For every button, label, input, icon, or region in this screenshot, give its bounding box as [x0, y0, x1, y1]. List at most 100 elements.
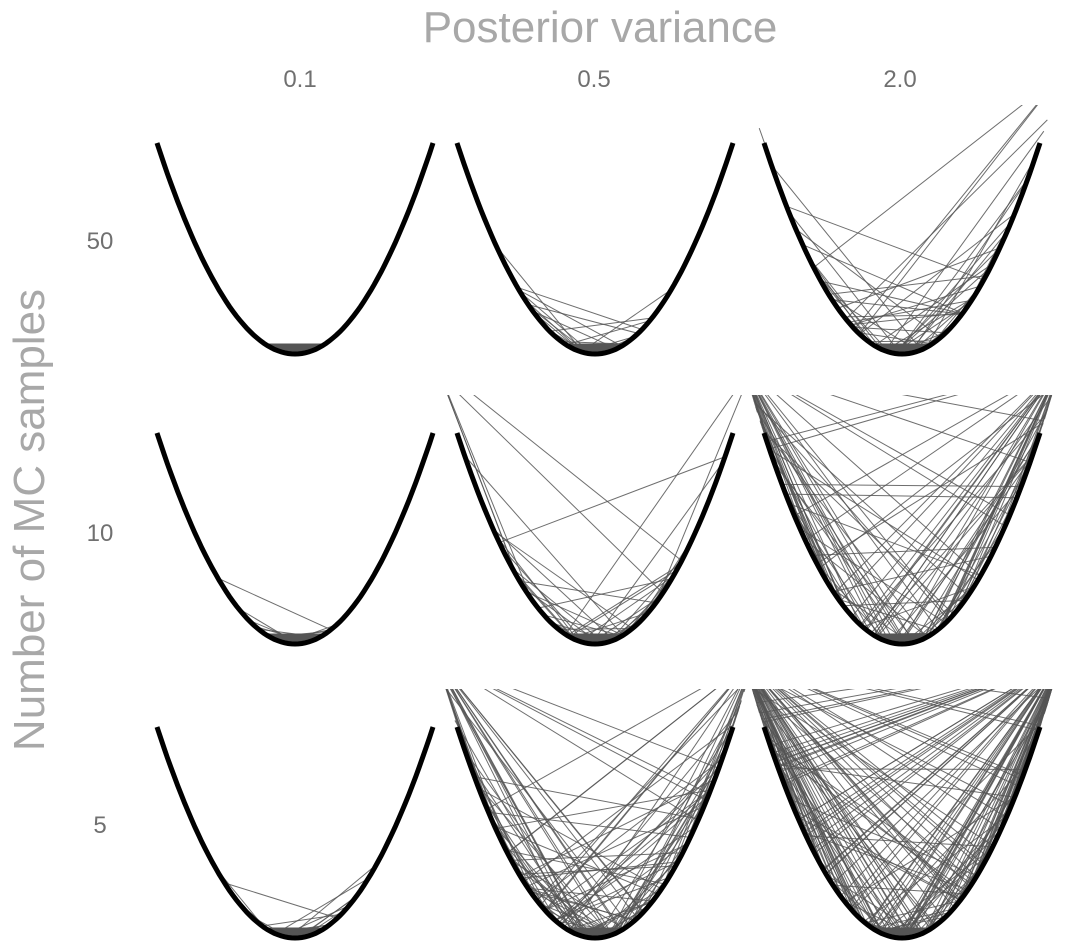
sample-line — [859, 213, 1015, 335]
sample-line — [765, 689, 945, 919]
sample-line — [794, 395, 1009, 517]
sample-line — [447, 395, 533, 600]
sample-line — [559, 795, 709, 925]
sample-line — [217, 577, 332, 631]
sample-line — [560, 710, 739, 926]
sample-line — [449, 689, 589, 938]
sample-line — [789, 503, 981, 577]
sample-line — [761, 689, 918, 936]
sample-line — [760, 689, 911, 938]
sample-line — [833, 395, 1032, 594]
sample-line — [854, 105, 1037, 330]
sample-line — [454, 689, 610, 936]
sample-line — [445, 689, 630, 926]
sample-line — [526, 806, 705, 888]
sample-line — [755, 689, 863, 921]
sample-line — [608, 556, 684, 643]
sample-lines — [751, 365, 1061, 645]
sample-line — [798, 689, 1013, 821]
sample-line — [922, 409, 1048, 640]
sample-line — [460, 689, 644, 913]
sample-line — [901, 395, 1044, 422]
sample-line — [860, 413, 1047, 627]
sample-line — [786, 205, 984, 281]
sample-line — [863, 815, 1008, 923]
sample-line — [620, 757, 723, 931]
sample-line — [756, 395, 861, 625]
parabola-curve — [454, 142, 736, 357]
sample-line — [913, 432, 1041, 643]
sample-line — [767, 395, 951, 620]
sample-line — [809, 689, 1021, 844]
parabola-curve — [154, 432, 436, 647]
sample-line — [884, 130, 1045, 352]
sample-line — [1046, 689, 1053, 707]
column-label-2: 2.0 — [883, 66, 917, 93]
sample-line — [755, 406, 833, 590]
sample-line — [813, 105, 1023, 268]
sample-line — [884, 297, 974, 352]
sample-line — [494, 826, 659, 895]
sample-line — [492, 689, 707, 801]
sample-line — [454, 720, 580, 936]
column-label-0: 0.1 — [283, 66, 317, 93]
sample-line — [828, 275, 987, 295]
sample-line — [488, 811, 691, 838]
sample-line — [788, 211, 902, 355]
sample-line — [794, 809, 961, 901]
sample-line — [895, 178, 1029, 354]
sample-line — [496, 689, 710, 795]
sample-line — [474, 776, 699, 820]
sample-line — [801, 689, 1016, 828]
sample-line — [554, 860, 679, 921]
sample-line — [528, 304, 639, 334]
sample-line — [759, 689, 900, 939]
sample-line — [805, 395, 1018, 541]
sample-line — [812, 689, 1023, 850]
sample-line — [784, 689, 996, 785]
row-label-1: 10 — [86, 520, 114, 547]
sample-line — [554, 790, 711, 921]
sample-line — [495, 535, 579, 642]
parabola-curve — [454, 432, 736, 647]
sample-line — [844, 314, 962, 318]
sample-line — [755, 395, 845, 607]
sample-line — [771, 164, 922, 351]
sample-line — [804, 539, 928, 638]
sample-line — [994, 395, 1051, 549]
panel-2-2 — [743, 659, 1053, 941]
sample-line — [751, 689, 761, 714]
sample-line — [763, 430, 955, 615]
parabola-curve — [154, 726, 436, 941]
sample-line — [743, 659, 1053, 685]
sample-line — [769, 395, 959, 450]
sample-line — [501, 547, 586, 644]
sample-line — [630, 689, 741, 925]
sample-line — [592, 860, 679, 939]
sample-line — [447, 395, 518, 578]
sample-line — [489, 814, 576, 934]
sample-line — [837, 247, 1001, 309]
sample-line — [839, 395, 1034, 602]
sample-line — [224, 882, 338, 919]
sample-line — [929, 689, 1047, 930]
panel-1-2 — [751, 365, 1061, 647]
sample-line — [1055, 365, 1061, 385]
sample-line — [923, 689, 1047, 934]
sample-line — [779, 689, 988, 773]
sample-line — [900, 395, 1045, 645]
sample-line — [758, 689, 884, 935]
sample-line — [493, 531, 633, 629]
row-label-2: 5 — [93, 812, 107, 839]
sample-line — [496, 246, 584, 353]
sample-line — [879, 689, 1042, 933]
sample-line — [540, 689, 729, 906]
sample-line — [480, 793, 559, 923]
sample-line — [288, 864, 377, 938]
sample-line — [792, 689, 1007, 818]
sample-line — [590, 461, 724, 645]
sample-line — [763, 689, 931, 930]
sample-line — [262, 913, 342, 927]
sample-line — [807, 689, 1020, 787]
